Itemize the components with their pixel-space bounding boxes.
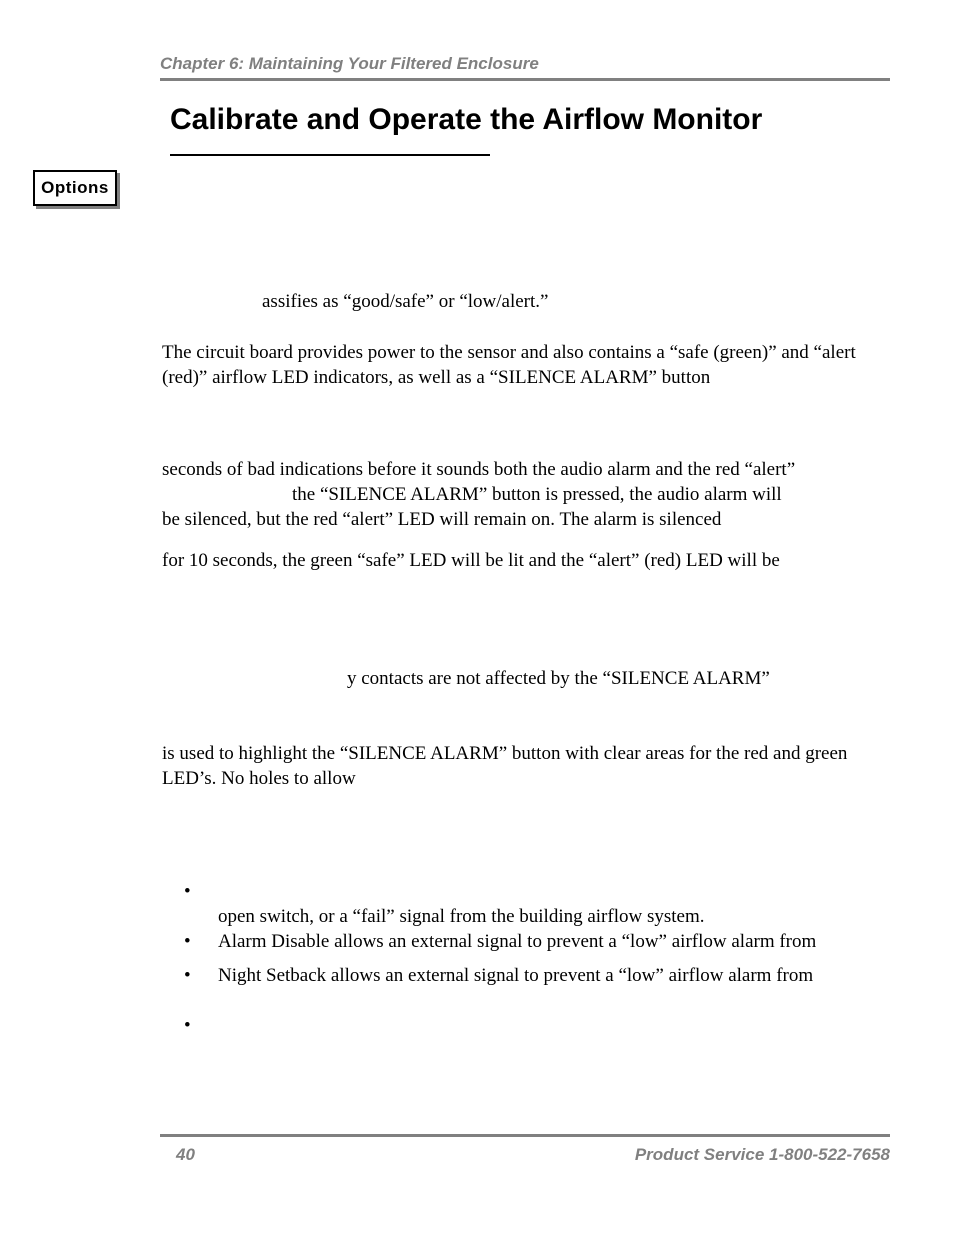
bullet-4-text [218,1013,890,1038]
paragraph-2: The circuit board provides power to the … [162,340,890,390]
bullet-2-text: Alarm Disable allows an external signal … [218,929,890,954]
paragraph-3-line3: be silenced, but the red “alert” LED wil… [162,507,890,532]
bullet-3-text: Night Setback allows an external signal … [218,963,890,988]
paragraph-3-line1: seconds of bad indications before it sou… [162,457,890,482]
paragraph-5: y contacts are not affected by the “SILE… [162,666,890,691]
bullet-1-text [218,879,890,904]
chapter-header: Chapter 6: Maintaining Your Filtered Enc… [160,54,890,74]
bullet-dot-icon: • [184,929,218,954]
footer-rule [160,1134,890,1137]
bullet-dot-icon: • [184,879,218,904]
page: Chapter 6: Maintaining Your Filtered Enc… [0,0,954,1235]
bullet-spacer [184,904,218,929]
bullet-dot-icon: • [184,1013,218,1038]
page-number: 40 [176,1145,195,1165]
title-underline [170,154,490,156]
bullet-1b-text: open switch, or a “fail” signal from the… [218,904,890,929]
header-rule [160,78,890,81]
paragraph-1-text: assifies as “good/safe” or “low/alert.” [262,291,548,312]
bullet-1b: open switch, or a “fail” signal from the… [184,904,890,929]
bullet-1: • [184,879,890,904]
bullet-3: • Night Setback allows an external signa… [184,963,890,988]
paragraph-6: is used to highlight the “SILENCE ALARM”… [162,741,890,791]
bullet-list: • open switch, or a “fail” signal from t… [184,879,890,1038]
bullet-4: • [184,1013,890,1038]
paragraph-3-line2: the “SILENCE ALARM” button is pressed, t… [292,482,890,507]
paragraph-5-text: y contacts are not affected by the “SILE… [347,668,770,689]
paragraph-1: assifies as “good/safe” or “low/alert.” [162,289,890,314]
page-title: Calibrate and Operate the Airflow Monito… [170,103,762,137]
footer-service: Product Service 1-800-522-7658 [635,1145,890,1165]
options-sidebar-box: Options [33,170,117,206]
paragraph-3: seconds of bad indications before it sou… [162,457,890,532]
paragraph-4: for 10 seconds, the green “safe” LED wil… [162,548,890,573]
bullet-2: • Alarm Disable allows an external signa… [184,929,890,954]
bullet-dot-icon: • [184,963,218,988]
